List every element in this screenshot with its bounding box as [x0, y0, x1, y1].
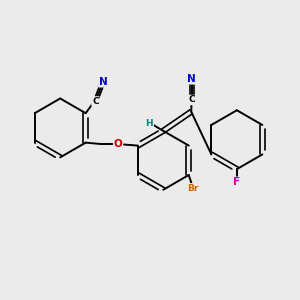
Text: Br: Br — [188, 184, 199, 193]
Text: C: C — [92, 97, 99, 106]
Text: C: C — [188, 95, 195, 104]
Text: N: N — [99, 77, 108, 87]
Text: O: O — [114, 139, 122, 149]
Text: F: F — [233, 177, 240, 188]
Text: H: H — [146, 119, 153, 128]
Text: N: N — [188, 74, 196, 84]
